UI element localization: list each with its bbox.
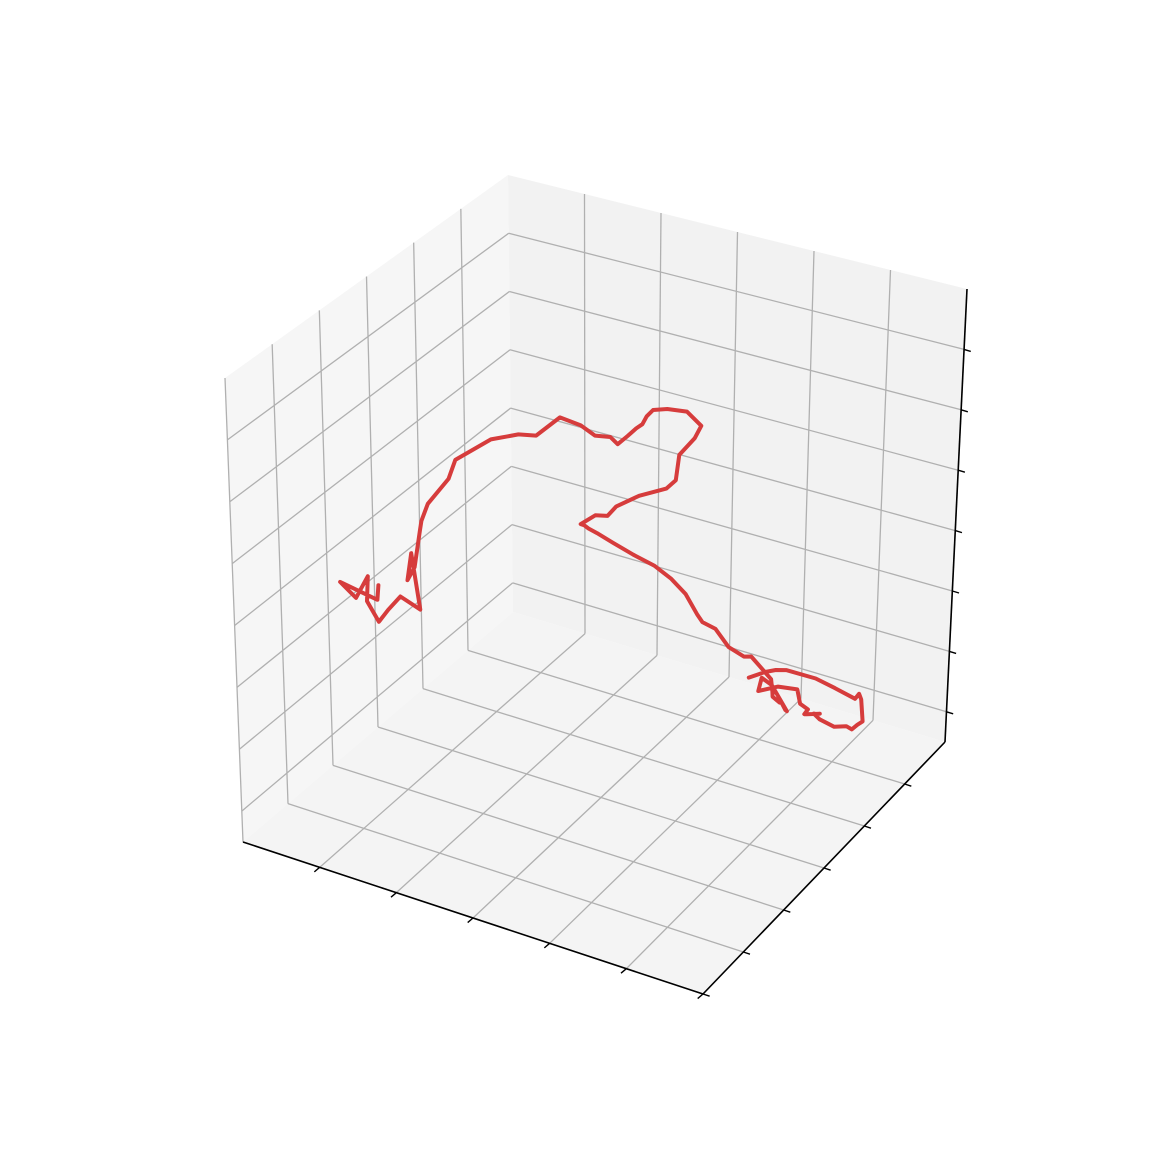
grid-line-x-back (583, 193, 586, 634)
grid-line-z-back (511, 523, 950, 653)
z-tick (963, 348, 971, 353)
grid-line-z-left (231, 349, 511, 565)
x-tick (543, 942, 551, 949)
x-tick (620, 968, 627, 974)
z-axis-line (944, 288, 968, 743)
grid-line-z-left (238, 524, 513, 750)
x-tick (467, 917, 474, 924)
grid-line-y-floor (287, 803, 744, 953)
grid-line-x-back (800, 250, 815, 699)
z-tick (955, 529, 963, 534)
grid-line-z-left (236, 465, 512, 688)
grid-line-y-left (365, 276, 379, 728)
x-tick (390, 892, 397, 898)
grid-line-z-left (234, 407, 512, 626)
grid-line-z-back (509, 349, 959, 471)
grid-line-y-left (271, 344, 289, 804)
y-tick (783, 909, 791, 913)
grid-line-x-back (872, 269, 892, 721)
z-tick (949, 650, 957, 655)
z-tick (960, 409, 969, 413)
y-tick (864, 825, 872, 829)
grid-line-z-back (509, 290, 962, 411)
tick-marks (313, 348, 971, 1000)
pane-floor (243, 612, 945, 994)
grid-line-y-left (224, 377, 244, 843)
x-tick (313, 866, 321, 873)
y-tick (743, 951, 751, 955)
grid-line-z-back (511, 465, 953, 592)
grid-line-x-back (656, 212, 662, 656)
grid-line-y-floor (422, 688, 865, 827)
grid-line-y-floor (332, 764, 784, 911)
grid-line-y-left (318, 310, 334, 766)
axis-panes (225, 175, 967, 994)
grid-line-z-left (229, 291, 510, 503)
plot-area (338, 407, 865, 732)
y-tick (823, 867, 831, 871)
pane-left (225, 175, 513, 842)
series-line-3d-trajectory (338, 407, 865, 732)
grid-line-y-left (413, 242, 424, 689)
grid-line-z-left (241, 582, 514, 812)
grid-line-z-back (508, 232, 965, 351)
z-tick (957, 469, 966, 473)
pane-back (508, 175, 967, 742)
grid-line-y-floor (377, 726, 825, 869)
grid-line-z-left (227, 232, 510, 441)
grid-line-y-floor (467, 649, 905, 785)
grid-line-y-left (460, 208, 469, 651)
z-tick (952, 590, 960, 594)
z-tick (946, 711, 954, 715)
y-tick (702, 993, 710, 997)
y-tick (904, 783, 912, 787)
x-tick (697, 993, 704, 1000)
grid-line-x-back (728, 231, 739, 678)
